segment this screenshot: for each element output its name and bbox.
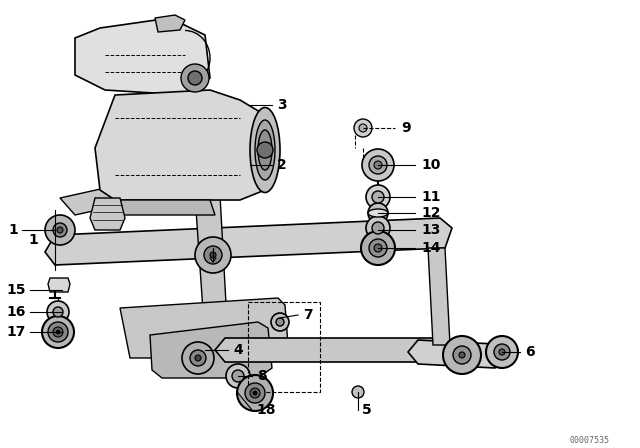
Text: 6: 6 [525,345,534,359]
Circle shape [494,344,510,360]
Polygon shape [428,248,450,345]
Circle shape [237,375,273,411]
Circle shape [443,336,481,374]
Text: 5: 5 [362,403,372,417]
Circle shape [276,318,284,326]
Circle shape [271,313,289,331]
Circle shape [47,301,69,323]
Text: 7: 7 [303,308,312,322]
Circle shape [253,391,257,395]
Circle shape [210,252,216,258]
Circle shape [372,191,384,203]
Circle shape [181,64,209,92]
Text: 4: 4 [233,343,243,357]
Circle shape [352,386,364,398]
Text: 9: 9 [401,121,411,135]
Circle shape [361,231,395,265]
Polygon shape [45,218,452,265]
Circle shape [453,346,471,364]
Text: 14: 14 [421,241,440,255]
Circle shape [245,383,265,403]
Text: 16: 16 [6,305,26,319]
Text: 3: 3 [277,98,287,112]
Ellipse shape [255,120,275,180]
Circle shape [486,336,518,368]
Circle shape [368,203,388,223]
Polygon shape [115,200,215,215]
Circle shape [366,216,390,240]
Polygon shape [120,298,288,358]
Circle shape [182,342,214,374]
Polygon shape [75,18,210,95]
Circle shape [53,327,63,337]
Polygon shape [60,178,165,215]
Circle shape [53,307,63,317]
Circle shape [366,185,390,209]
Circle shape [250,388,260,398]
Text: 12: 12 [421,206,440,220]
Ellipse shape [250,108,280,193]
Text: 11: 11 [421,190,440,204]
Circle shape [42,316,74,348]
Text: 8: 8 [257,369,267,383]
Circle shape [374,244,382,252]
Circle shape [195,237,231,273]
Text: 18: 18 [256,403,275,417]
Circle shape [56,330,60,334]
Circle shape [499,349,505,355]
Circle shape [362,149,394,181]
Text: 13: 13 [421,223,440,237]
Polygon shape [195,195,228,340]
Circle shape [190,350,206,366]
Text: 10: 10 [421,158,440,172]
Circle shape [359,124,367,132]
Circle shape [374,161,382,169]
Circle shape [257,142,273,158]
Text: 1: 1 [28,233,38,247]
Polygon shape [90,198,125,230]
Circle shape [204,246,222,264]
Polygon shape [150,322,272,378]
Text: 2: 2 [277,158,287,172]
Circle shape [57,227,63,233]
Polygon shape [408,340,508,368]
Circle shape [48,322,68,342]
Circle shape [369,239,387,257]
Text: 00007535: 00007535 [570,435,610,444]
Circle shape [232,370,244,382]
Circle shape [188,71,202,85]
Circle shape [369,156,387,174]
Ellipse shape [258,130,272,170]
Circle shape [195,355,201,361]
Circle shape [459,352,465,358]
Ellipse shape [368,209,388,217]
Polygon shape [155,15,185,32]
Circle shape [372,222,384,234]
Text: 17: 17 [6,325,26,339]
Circle shape [45,215,75,245]
Polygon shape [48,278,70,292]
Text: 1: 1 [8,223,18,237]
Circle shape [226,364,250,388]
Circle shape [53,223,67,237]
Text: 15: 15 [6,283,26,297]
Polygon shape [95,90,275,200]
Circle shape [354,119,372,137]
Polygon shape [215,338,448,362]
